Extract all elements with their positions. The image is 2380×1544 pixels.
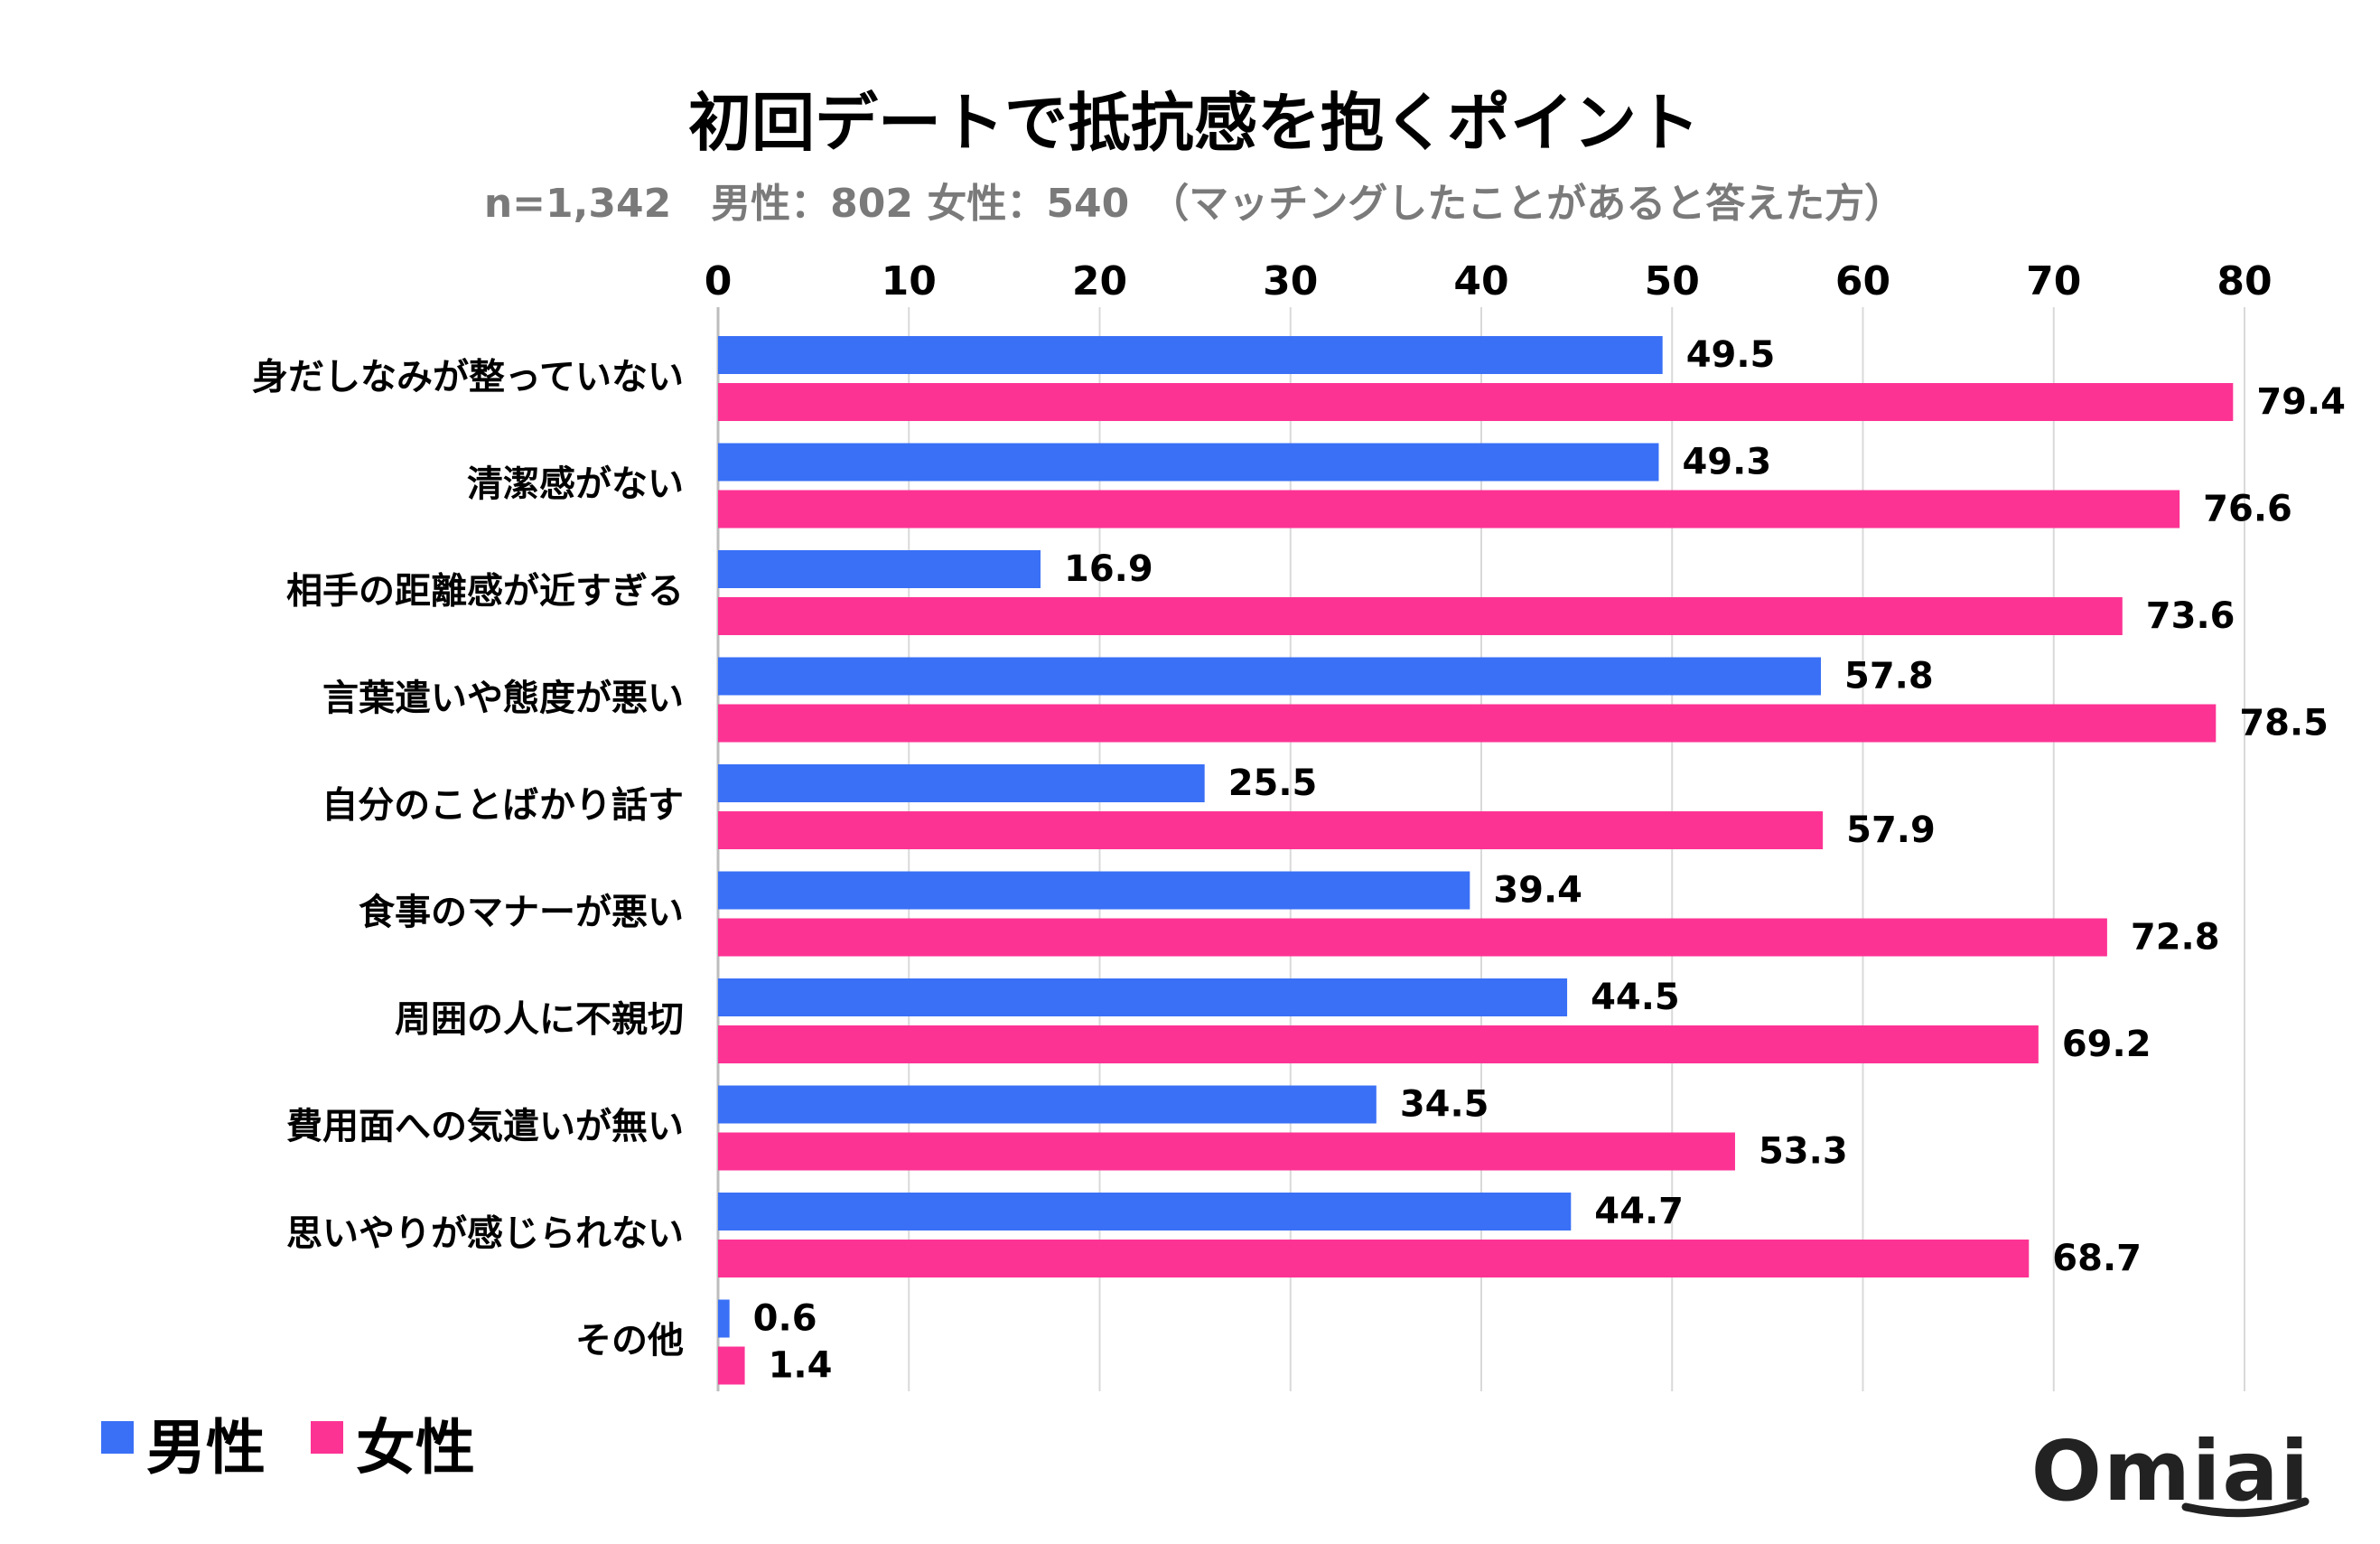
x-tick-label: 70	[2026, 258, 2081, 304]
x-tick-label: 20	[1072, 258, 1127, 304]
x-tick-label: 80	[2217, 258, 2272, 304]
x-tick-label: 10	[882, 258, 937, 304]
category-label: 自分のことばかり話す	[322, 784, 684, 826]
chart-title: 初回デートで抵抗感を抱くポイント	[688, 86, 1700, 160]
data-label: 44.5	[1591, 977, 1680, 1018]
data-label: 53.3	[1759, 1131, 1848, 1173]
bar-female	[718, 704, 2217, 743]
category-label: 周囲の人に不親切	[395, 998, 684, 1040]
bar-female	[718, 918, 2107, 957]
legend: 男性 女性	[101, 1413, 475, 1483]
bar-male	[718, 1299, 730, 1338]
category-label: その他	[575, 1320, 684, 1362]
omiai-logo: Omiai	[2031, 1423, 2310, 1520]
data-label: 68.7	[2052, 1238, 2142, 1279]
logo-underline	[2181, 1497, 2310, 1518]
x-tick-label: 50	[1645, 258, 1700, 304]
x-tick-label: 40	[1453, 258, 1508, 304]
x-tick-label: 60	[1835, 258, 1890, 304]
chart-subtitle: n=1,342 男性：802 女性：540 （マッチングしたことがあると答えた方…	[484, 181, 1904, 227]
data-label: 79.4	[2256, 381, 2346, 423]
legend-label: 男性	[146, 1413, 266, 1483]
category-labels: 身だしなみが整っていない清潔感がない相手の距離感が近すぎる言葉遣いや態度が悪い自…	[252, 356, 684, 1362]
category-label: 食事のマナーが悪い	[359, 892, 684, 933]
x-axis-ticks: 0 10 20 30 40 50 60 70 80	[705, 258, 2273, 304]
data-label: 25.5	[1228, 763, 1318, 804]
bar-male	[718, 336, 1663, 374]
bar-female	[718, 597, 2123, 635]
data-label: 16.9	[1064, 548, 1153, 590]
bar-male	[718, 550, 1041, 588]
bar-male	[718, 764, 1205, 802]
bar-male	[718, 871, 1470, 910]
bar-male	[718, 1085, 1377, 1124]
legend-swatch-male	[101, 1421, 134, 1454]
bars: 49.5 49.3 16.9 57.8 25.5 39.4 44.5 34.5 44.7 0.6 7…	[718, 334, 2346, 1387]
data-label: 49.3	[1682, 442, 1771, 483]
data-label: 73.6	[2146, 595, 2235, 637]
data-label: 57.8	[1844, 656, 1934, 697]
data-label: 76.6	[2203, 489, 2292, 530]
legend-label: 女性	[356, 1413, 475, 1483]
bar-female	[718, 811, 1824, 849]
data-label: 39.4	[1493, 870, 1582, 912]
bar-female	[718, 1240, 2030, 1277]
bar-female	[718, 1132, 1735, 1171]
category-label: 身だしなみが整っていない	[252, 356, 684, 398]
category-label: 相手の距離感が近すぎる	[286, 570, 684, 612]
bar-female	[718, 1025, 2039, 1063]
category-label: 思いやりが感じられない	[286, 1212, 684, 1254]
legend-swatch-female	[311, 1421, 343, 1454]
omiai-logo-text: Omiai	[2031, 1423, 2310, 1520]
bar-female	[718, 490, 2180, 529]
bar-male	[718, 657, 1822, 696]
data-label: 49.5	[1686, 334, 1776, 376]
bar-female	[718, 383, 2234, 421]
category-label: 費用面への気遣いが無い	[286, 1106, 684, 1147]
bar-male	[718, 978, 1568, 1016]
data-label: 1.4	[769, 1345, 833, 1387]
data-label: 69.2	[2062, 1024, 2151, 1065]
x-tick-label: 30	[1263, 258, 1318, 304]
data-label: 44.7	[1594, 1191, 1684, 1232]
bar-male	[718, 443, 1659, 482]
data-label: 78.5	[2239, 703, 2329, 744]
x-tick-label: 0	[705, 258, 733, 304]
category-label: 言葉遣いや態度が悪い	[322, 678, 684, 719]
bar-female	[718, 1346, 745, 1385]
data-label: 72.8	[2131, 917, 2220, 959]
data-label: 34.5	[1400, 1084, 1489, 1126]
bar-male	[718, 1193, 1572, 1231]
data-label: 0.6	[753, 1298, 817, 1340]
data-label: 57.9	[1846, 809, 1936, 851]
category-label: 清潔感がない	[467, 463, 684, 505]
